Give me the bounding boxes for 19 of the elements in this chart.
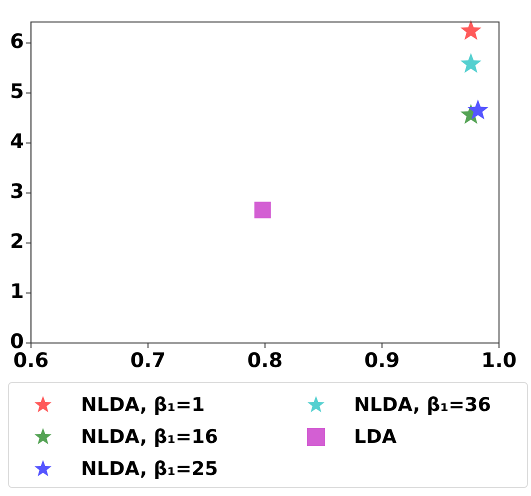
y-tick-label: 4: [10, 129, 24, 154]
legend-label: NLDA, β₁=36: [354, 394, 491, 416]
x-tick-label: 0.9: [364, 348, 400, 372]
x-tick-label: 1.0: [481, 348, 517, 372]
point: [467, 100, 488, 120]
y-tick-label: 3: [10, 179, 24, 204]
point: [460, 53, 482, 73]
legend-label: NLDA, β₁=1: [81, 394, 205, 416]
x-tick-label: 0.7: [130, 348, 166, 372]
point: [460, 20, 482, 40]
legend-label: NLDA, β₁=16: [81, 426, 218, 448]
point: [254, 202, 271, 218]
legend-label: LDA: [354, 426, 397, 448]
y-tick-label: 5: [10, 79, 24, 104]
y-tick-label: 2: [10, 229, 24, 254]
legend-label: NLDA, β₁=25: [81, 458, 218, 480]
x-tick-label: 0.8: [247, 348, 283, 372]
y-tick-label: 1: [10, 279, 24, 304]
y-tick-label: 6: [10, 29, 24, 54]
